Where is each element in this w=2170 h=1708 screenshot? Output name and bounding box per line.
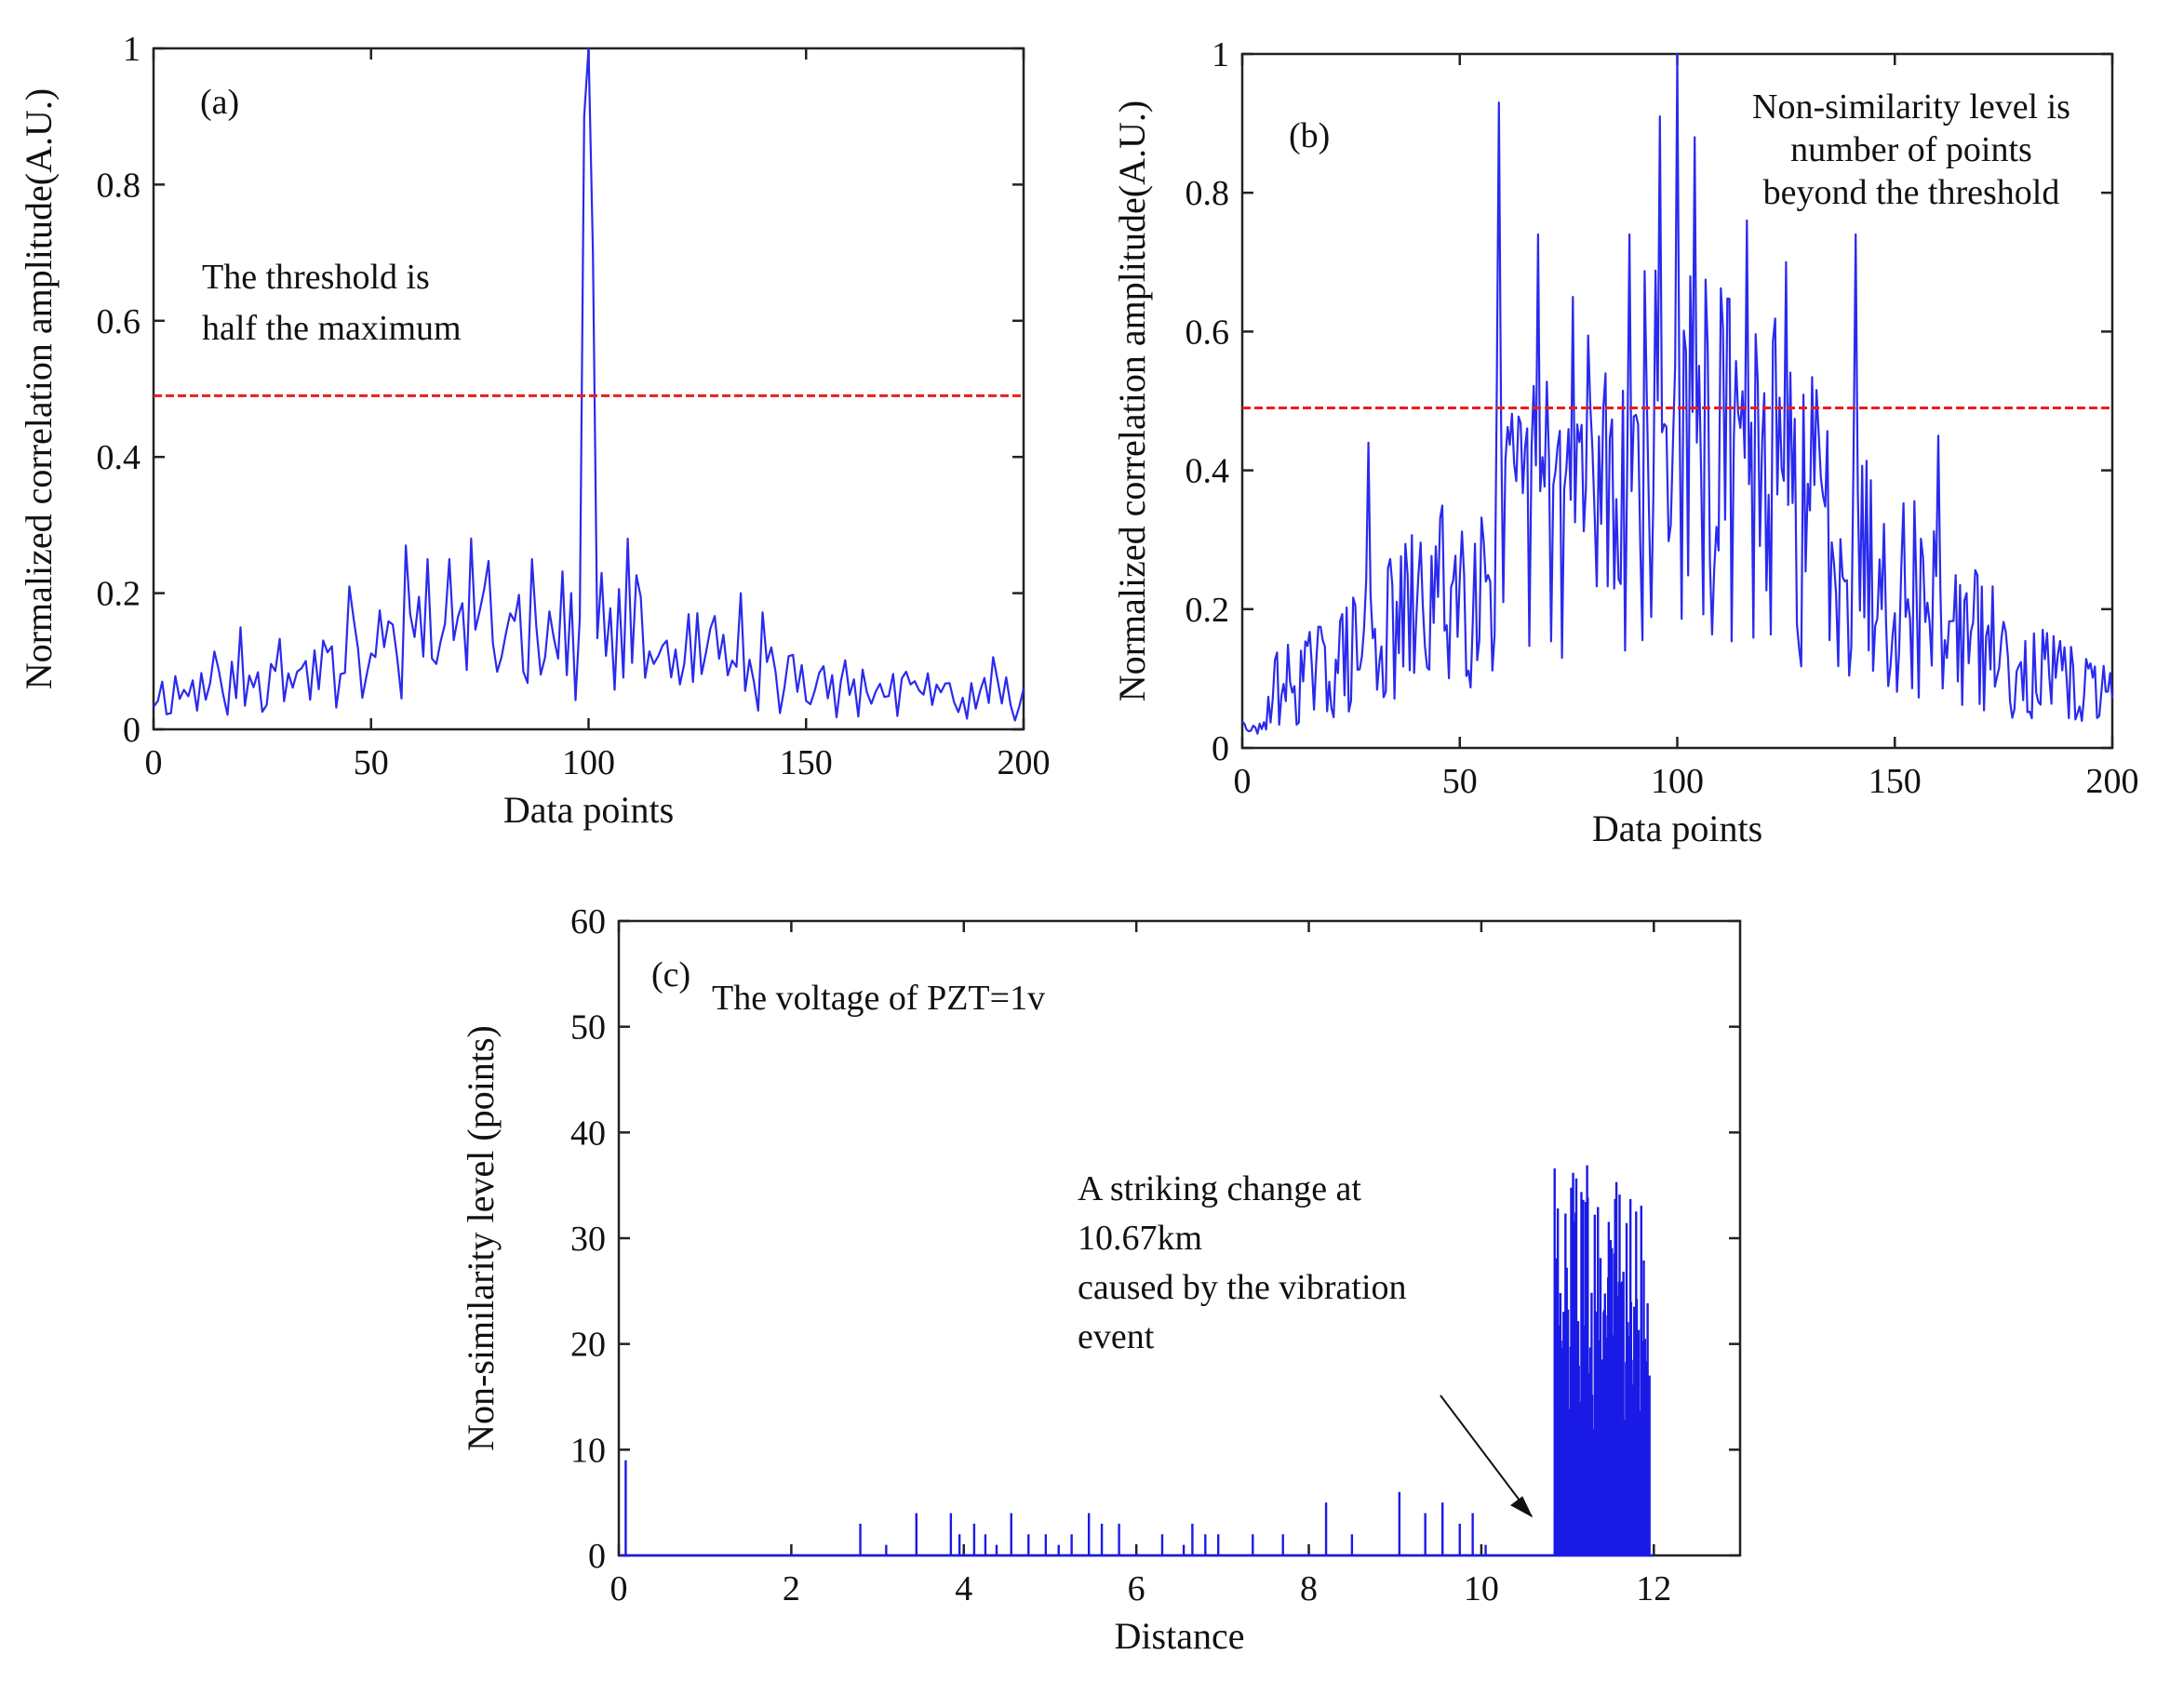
- y-tick-label: 0.8: [97, 166, 141, 205]
- y-axis-label: Normalized correlation amplitude(A.U.): [1111, 100, 1153, 701]
- x-axis-label: Data points: [1592, 807, 1762, 849]
- x-tick-label: 0: [145, 743, 163, 782]
- x-tick-label: 200: [2086, 762, 2139, 801]
- annotation-line: The threshold is: [202, 258, 430, 297]
- panel-a-chart: 0 50 100 150 200 0 0.2 0.4 0.6 0.8 1 Data points Nor…: [18, 30, 1051, 831]
- x-tick-label: 100: [562, 743, 615, 782]
- y-tick-label: 0.4: [1185, 452, 1230, 491]
- x-tick-label: 150: [780, 743, 833, 782]
- x-tick-label: 12: [1636, 1569, 1671, 1608]
- panel-label: (b): [1289, 116, 1330, 155]
- x-axis-label: Distance: [1115, 1615, 1245, 1657]
- x-axis-label: Data points: [503, 789, 674, 831]
- x-tick-label: 0: [610, 1569, 628, 1608]
- y-tick-label: 0: [1212, 729, 1229, 768]
- series-line-correlation: [1241, 52, 2114, 735]
- annotation-line: caused by the vibration: [1078, 1268, 1407, 1307]
- x-tick-label: 10: [1464, 1569, 1499, 1608]
- x-tick-label: 200: [998, 743, 1051, 782]
- annotation-line: A striking change at: [1078, 1169, 1361, 1208]
- y-tick-label: 0.2: [1185, 591, 1230, 630]
- x-tick-label: 2: [783, 1569, 800, 1608]
- x-tick-label: 100: [1651, 762, 1704, 801]
- annotation-line: number of points: [1790, 130, 2032, 169]
- annotation-line: beyond the threshold: [1763, 173, 2060, 212]
- y-tick-label: 0.6: [1185, 313, 1230, 352]
- annotation-line: half the maximum: [202, 309, 462, 348]
- x-tick-label: 150: [1869, 762, 1922, 801]
- voltage-annotation: The voltage of PZT=1v: [712, 979, 1045, 1018]
- y-tick-label: 20: [570, 1326, 606, 1365]
- y-tick-label: 30: [570, 1220, 606, 1259]
- y-tick-label: 1: [123, 30, 141, 69]
- x-tick-label: 50: [1442, 762, 1478, 801]
- panel-label: (a): [200, 83, 239, 122]
- y-tick-label: 0.4: [97, 438, 141, 477]
- y-tick-label: 1: [1212, 35, 1229, 74]
- annotation-line: event: [1078, 1317, 1155, 1356]
- annotation-arrow: [1440, 1394, 1533, 1517]
- y-tick-label: 60: [570, 902, 606, 941]
- y-tick-label: 50: [570, 1008, 606, 1047]
- series-line-correlation: [153, 47, 1025, 722]
- panel-c-chart: 0 2 4 6 8 10 12 0 10 20 30 40 50 60 Distance Non-simila…: [460, 902, 1742, 1657]
- x-tick-label: 50: [354, 743, 389, 782]
- panel-label: (c): [651, 955, 690, 994]
- y-tick-label: 0: [588, 1537, 606, 1576]
- x-tick-label: 0: [1234, 762, 1252, 801]
- y-axis-label: Normalized correlation amplitude(A.U.): [18, 88, 60, 689]
- x-tick-label: 8: [1300, 1569, 1318, 1608]
- x-tick-label: 4: [955, 1569, 972, 1608]
- y-axis-label: Non-similarity level (points): [460, 1025, 502, 1451]
- annotation-line: 10.67km: [1078, 1219, 1202, 1258]
- y-tick-label: 0.2: [97, 575, 141, 614]
- x-tick-label: 6: [1128, 1569, 1145, 1608]
- arrow-head-icon: [1510, 1496, 1534, 1518]
- y-tick-label: 0.6: [97, 302, 141, 341]
- y-tick-label: 40: [570, 1114, 606, 1153]
- y-tick-label: 0.8: [1185, 174, 1230, 213]
- panel-b-chart: 0 50 100 150 200 0 0.2 0.4 0.6 0.8 1 Data points Nor…: [1111, 35, 2139, 849]
- y-tick-label: 10: [570, 1431, 606, 1470]
- annotation-line: Non-similarity level is: [1752, 87, 2070, 127]
- y-tick-label: 0: [123, 711, 141, 750]
